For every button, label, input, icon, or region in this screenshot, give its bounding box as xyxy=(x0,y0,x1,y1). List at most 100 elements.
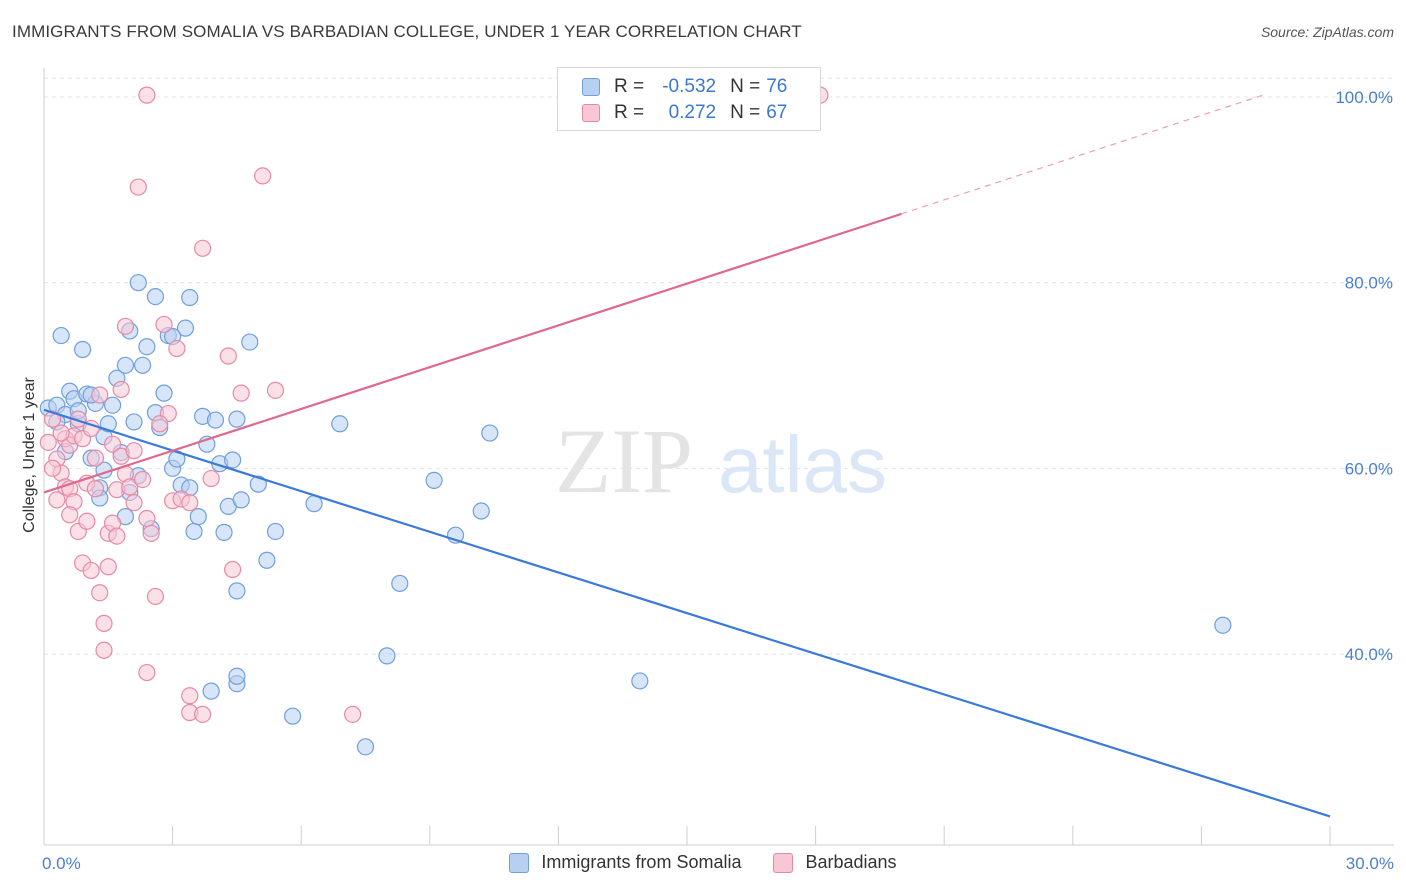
somalia-point xyxy=(249,475,267,493)
barbadian-point xyxy=(125,494,143,512)
chart-title: IMMIGRANTS FROM SOMALIA VS BARBADIAN COL… xyxy=(12,22,802,41)
barbadian-point xyxy=(116,317,135,335)
barbadian-point xyxy=(344,705,362,723)
bottom-legend-label-barbadians: Barbadians xyxy=(805,852,897,872)
somalia-point xyxy=(133,356,152,374)
barbadian-point xyxy=(61,506,79,524)
barbadian-point xyxy=(39,433,57,451)
somalia-point xyxy=(258,551,276,569)
barbadian-point xyxy=(108,527,126,545)
legend-row-somalia: R = -0.532 N = 76 xyxy=(582,75,787,99)
barbadian-point xyxy=(194,705,212,723)
legend-n-value: 76 xyxy=(766,76,788,97)
barbadian-point xyxy=(181,494,199,512)
legend-r-value: -0.532 xyxy=(662,76,717,97)
watermark: ZIP atlas xyxy=(555,410,887,512)
bottom-legend-label-somalia: Immigrants from Somalia xyxy=(541,852,742,872)
somalia-point xyxy=(631,672,649,690)
somalia-point xyxy=(202,682,220,700)
somalia-point xyxy=(73,340,92,359)
barbadian-trend-extension xyxy=(901,93,1266,215)
barbadian-point xyxy=(266,381,285,399)
somalia-point xyxy=(241,333,259,351)
legend-n-value: 67 xyxy=(766,102,788,123)
x-tick-labels: 0.0% 30.0% xyxy=(42,854,1394,873)
legend-swatch-barbadians xyxy=(582,104,600,122)
barbadian-point xyxy=(125,442,143,460)
barbadian-point xyxy=(99,558,117,576)
barbadian-point xyxy=(232,384,250,402)
somalia-point xyxy=(378,647,396,665)
somalia-point xyxy=(116,356,135,374)
barbadian-point xyxy=(138,663,156,682)
somalia-point xyxy=(228,582,246,600)
watermark-atlas: atlas xyxy=(718,420,887,509)
somalia-point xyxy=(1214,616,1232,634)
points-layer xyxy=(39,86,1232,756)
legend-n-label: N = xyxy=(730,76,761,97)
somalia-point xyxy=(129,274,147,292)
somalia-point xyxy=(391,574,409,593)
somalia-point xyxy=(103,396,122,414)
somalia-point xyxy=(228,410,246,428)
somalia-point xyxy=(472,502,490,520)
barbadian-point xyxy=(129,178,147,196)
x-tick-label: 30.0% xyxy=(1346,854,1394,873)
axes xyxy=(43,68,1394,846)
barbadian-point xyxy=(86,480,105,498)
somalia-point xyxy=(224,451,242,469)
bottom-legend-barbadians: Barbadians xyxy=(773,852,897,873)
somalia-point xyxy=(125,413,143,431)
somalia-point xyxy=(266,522,285,541)
barbadian-point xyxy=(112,380,130,399)
barbadian-point xyxy=(86,449,105,467)
somalia-point xyxy=(331,415,349,433)
barbadian-point xyxy=(194,239,212,257)
barbadian-point xyxy=(146,587,165,606)
legend-r-label: R = xyxy=(614,102,645,123)
legend-r-label: R = xyxy=(614,76,645,97)
barbadian-point xyxy=(48,491,66,509)
barbadian-point xyxy=(82,561,100,580)
barbadian-trend-line xyxy=(43,212,902,494)
somalia-point xyxy=(146,287,165,306)
somalia-point xyxy=(228,667,246,685)
y-tick-label: 100.0% xyxy=(1335,88,1393,107)
legend-row-barbadians: R = 0.272 N = 67 xyxy=(582,101,787,125)
somalia-point xyxy=(181,288,199,307)
bottom-legend-swatch-barbadians xyxy=(773,852,794,873)
somalia-point xyxy=(215,523,233,541)
x-ticks xyxy=(43,826,1331,845)
barbadian-point xyxy=(95,614,113,632)
somalia-point xyxy=(481,424,499,442)
barbadian-point xyxy=(121,478,139,496)
somalia-point xyxy=(206,411,225,429)
barbadian-point xyxy=(103,435,122,453)
somalia-point xyxy=(232,491,250,509)
somalia-point xyxy=(425,471,443,490)
somalia-trend-line xyxy=(43,408,1331,818)
barbadian-point xyxy=(138,86,156,104)
gridlines xyxy=(44,77,1394,655)
somalia-point xyxy=(185,522,203,541)
barbadian-point xyxy=(133,470,152,489)
barbadian-point xyxy=(202,469,220,488)
barbadian-point xyxy=(43,459,62,477)
bottom-legend-somalia: Immigrants from Somalia xyxy=(509,852,741,873)
legend-swatch-somalia xyxy=(582,78,600,96)
barbadian-point xyxy=(95,641,113,659)
trend-layer xyxy=(43,93,1331,818)
barbadian-point xyxy=(219,347,237,365)
barbadian-point xyxy=(155,315,173,334)
y-tick-labels: 40.0% 60.0% 80.0% 100.0% xyxy=(1335,88,1393,664)
somalia-point xyxy=(155,384,173,402)
y-tick-label: 60.0% xyxy=(1345,459,1393,478)
legend-n-label: N = xyxy=(730,102,761,123)
x-tick-label: 0.0% xyxy=(42,854,81,873)
barbadian-point xyxy=(151,415,169,433)
barbadian-point xyxy=(142,524,160,542)
barbadian-point xyxy=(91,584,109,602)
somalia-point xyxy=(356,738,375,756)
barbadian-point xyxy=(254,167,272,185)
